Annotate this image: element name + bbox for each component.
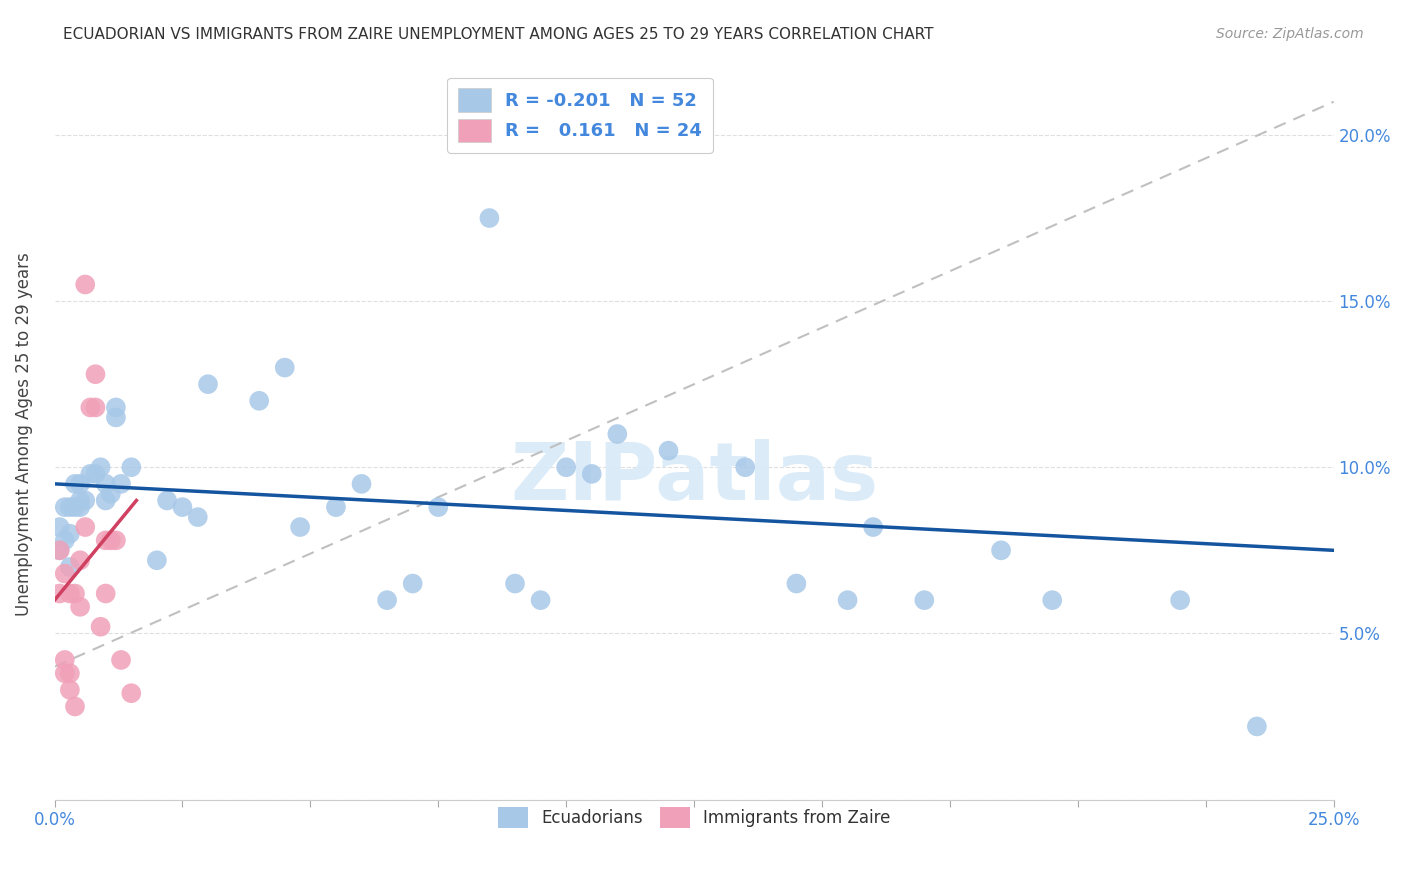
Point bbox=[325, 500, 347, 515]
Point bbox=[912, 593, 935, 607]
Point bbox=[862, 520, 884, 534]
Point bbox=[53, 666, 76, 681]
Point bbox=[59, 682, 82, 697]
Point bbox=[581, 467, 603, 481]
Point bbox=[104, 401, 127, 415]
Point bbox=[156, 493, 179, 508]
Point bbox=[59, 526, 82, 541]
Point bbox=[94, 586, 117, 600]
Point bbox=[110, 476, 132, 491]
Point bbox=[350, 476, 373, 491]
Point bbox=[75, 277, 97, 292]
Point bbox=[94, 493, 117, 508]
Point bbox=[1168, 593, 1191, 607]
Point bbox=[427, 500, 450, 515]
Point bbox=[79, 467, 101, 481]
Point bbox=[1246, 719, 1268, 733]
Point bbox=[104, 410, 127, 425]
Point bbox=[90, 620, 112, 634]
Point bbox=[274, 360, 297, 375]
Point bbox=[48, 520, 70, 534]
Point bbox=[375, 593, 398, 607]
Point bbox=[59, 500, 82, 515]
Point bbox=[69, 553, 91, 567]
Point bbox=[59, 586, 82, 600]
Point bbox=[172, 500, 194, 515]
Point bbox=[100, 533, 122, 548]
Point bbox=[1040, 593, 1063, 607]
Point bbox=[79, 401, 101, 415]
Point bbox=[69, 599, 91, 614]
Point bbox=[90, 460, 112, 475]
Point bbox=[69, 476, 91, 491]
Point bbox=[837, 593, 859, 607]
Point bbox=[53, 566, 76, 581]
Point bbox=[94, 533, 117, 548]
Point bbox=[69, 500, 91, 515]
Point bbox=[100, 487, 122, 501]
Point bbox=[94, 476, 117, 491]
Point bbox=[503, 576, 526, 591]
Point bbox=[84, 467, 107, 481]
Point bbox=[146, 553, 169, 567]
Point bbox=[59, 560, 82, 574]
Point bbox=[63, 586, 86, 600]
Text: Source: ZipAtlas.com: Source: ZipAtlas.com bbox=[1216, 27, 1364, 41]
Point bbox=[990, 543, 1012, 558]
Point bbox=[555, 460, 578, 475]
Point bbox=[48, 586, 70, 600]
Point bbox=[110, 653, 132, 667]
Point bbox=[53, 653, 76, 667]
Point bbox=[63, 476, 86, 491]
Point bbox=[478, 211, 501, 225]
Point bbox=[657, 443, 679, 458]
Point bbox=[120, 686, 142, 700]
Point bbox=[288, 520, 311, 534]
Point bbox=[75, 493, 97, 508]
Text: ZIPatlas: ZIPatlas bbox=[510, 439, 879, 516]
Point bbox=[53, 533, 76, 548]
Point bbox=[53, 500, 76, 515]
Point bbox=[63, 500, 86, 515]
Point bbox=[84, 368, 107, 382]
Point bbox=[59, 666, 82, 681]
Point bbox=[48, 543, 70, 558]
Point bbox=[104, 533, 127, 548]
Point bbox=[187, 510, 209, 524]
Point bbox=[84, 401, 107, 415]
Point bbox=[247, 393, 270, 408]
Y-axis label: Unemployment Among Ages 25 to 29 years: Unemployment Among Ages 25 to 29 years bbox=[15, 252, 32, 615]
Text: ECUADORIAN VS IMMIGRANTS FROM ZAIRE UNEMPLOYMENT AMONG AGES 25 TO 29 YEARS CORRE: ECUADORIAN VS IMMIGRANTS FROM ZAIRE UNEM… bbox=[63, 27, 934, 42]
Point bbox=[197, 377, 219, 392]
Point bbox=[69, 493, 91, 508]
Point bbox=[529, 593, 551, 607]
Point bbox=[120, 460, 142, 475]
Point bbox=[75, 520, 97, 534]
Point bbox=[734, 460, 756, 475]
Legend: Ecuadorians, Immigrants from Zaire: Ecuadorians, Immigrants from Zaire bbox=[491, 800, 897, 835]
Point bbox=[785, 576, 807, 591]
Point bbox=[402, 576, 425, 591]
Point bbox=[606, 427, 628, 442]
Point bbox=[63, 699, 86, 714]
Point bbox=[48, 543, 70, 558]
